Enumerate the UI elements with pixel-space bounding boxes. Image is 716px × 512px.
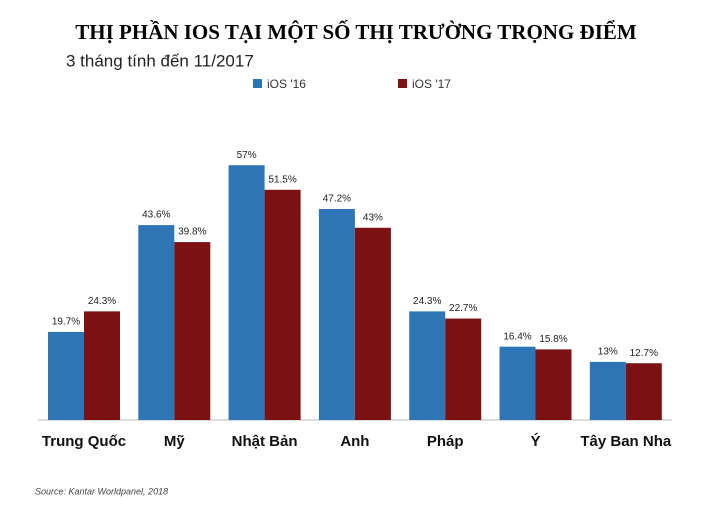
chart-subtitle: 3 tháng tính đến 11/2017 xyxy=(66,51,254,70)
x-tick-label: Mỹ xyxy=(164,433,185,450)
legend-label: iOS '17 xyxy=(412,77,451,91)
x-tick-label: Pháp xyxy=(427,433,464,450)
x-tick-label: Ý xyxy=(530,432,540,450)
bar xyxy=(589,361,626,420)
bar xyxy=(138,225,175,420)
value-label: 57% xyxy=(237,150,257,161)
value-label: 19.7% xyxy=(52,317,80,328)
bar xyxy=(84,311,120,420)
value-label: 16.4% xyxy=(503,331,531,342)
source-note: Source: Kantar Worldpanel, 2018 xyxy=(35,486,168,496)
x-tick-label: Trung Quốc xyxy=(42,433,126,450)
legend-swatch xyxy=(398,79,407,88)
chart-title: THỊ PHẦN IOS TẠI MỘT SỐ THỊ TRƯỜNG TRỌNG… xyxy=(75,20,637,44)
bar xyxy=(625,363,662,420)
x-tick-label: Tây Ban Nha xyxy=(580,433,672,450)
value-label: 24.3% xyxy=(88,296,116,307)
value-label: 47.2% xyxy=(323,194,351,205)
bar xyxy=(48,331,84,420)
bar xyxy=(499,346,536,420)
x-tick-label: Nhật Bản xyxy=(232,433,298,450)
legend-swatch xyxy=(253,79,262,88)
bar xyxy=(228,165,265,420)
bar xyxy=(318,209,355,420)
value-label: 22.7% xyxy=(449,303,477,314)
value-label: 43% xyxy=(363,212,383,223)
x-tick-label: Anh xyxy=(340,433,369,450)
value-label: 12.7% xyxy=(630,348,658,359)
value-label: 43.6% xyxy=(142,210,170,221)
value-label: 51.5% xyxy=(268,174,296,185)
value-label: 39.8% xyxy=(178,227,206,238)
bar xyxy=(354,227,391,420)
legend-label: iOS '16 xyxy=(267,77,306,91)
bar xyxy=(264,189,301,420)
bar xyxy=(174,242,211,420)
bar xyxy=(409,311,446,420)
bar xyxy=(445,318,482,420)
value-label: 13% xyxy=(598,347,618,358)
value-label: 15.8% xyxy=(539,334,567,345)
value-label: 24.3% xyxy=(413,296,441,307)
bar xyxy=(535,349,572,420)
